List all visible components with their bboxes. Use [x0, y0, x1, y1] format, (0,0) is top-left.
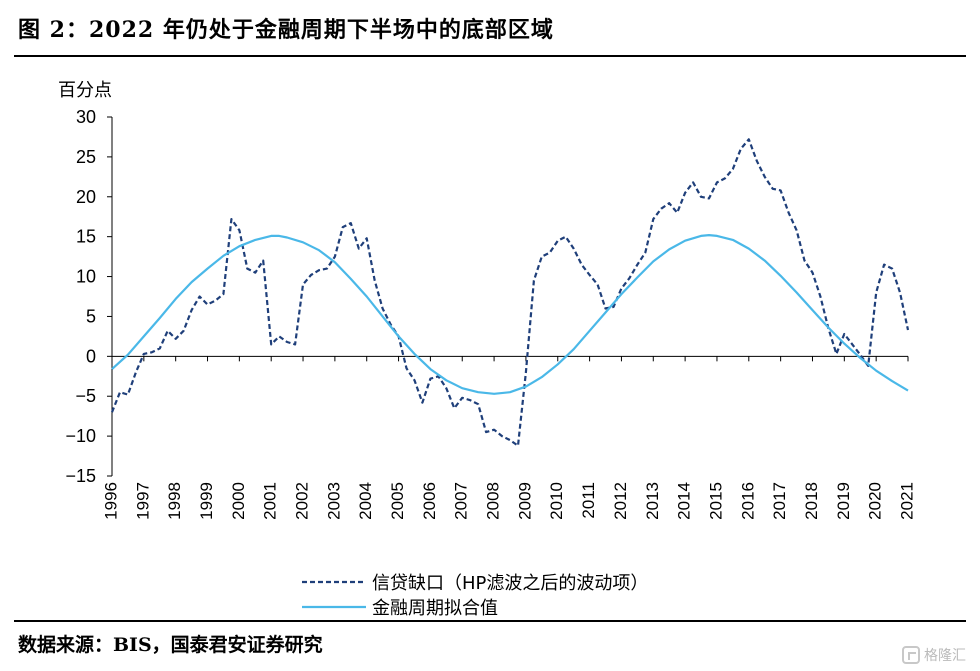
y-tick-label: 20 — [76, 187, 96, 207]
chart-title: 图 2：2022 年仍处于金融周期下半场中的底部区域 — [18, 17, 554, 43]
x-tick-label: 1998 — [165, 482, 184, 520]
x-tick-label: 2014 — [675, 482, 694, 520]
watermark-logo-icon — [902, 646, 920, 664]
watermark: 格隆汇 — [902, 645, 966, 665]
x-tick-label: 2012 — [611, 482, 630, 520]
y-tick-label: −5 — [75, 386, 96, 406]
x-tick-label: 2009 — [515, 482, 534, 520]
y-axis-unit-label: 百分点 — [58, 80, 112, 101]
x-tick-label: 2003 — [324, 482, 343, 520]
y-tick-label: 10 — [76, 267, 96, 287]
y-tick-label: −10 — [65, 426, 96, 446]
x-tick-label: 2005 — [388, 482, 407, 520]
x-tick-label: 2001 — [261, 482, 280, 520]
chart-legend: 信贷缺口（HP滤波之后的波动项） 金融周期拟合值 — [302, 573, 648, 619]
x-tick-label: 1996 — [101, 482, 120, 520]
x-tick-label: 2008 — [484, 482, 503, 520]
series-financial-cycle-line — [111, 234, 909, 395]
series-layer — [110, 138, 910, 447]
x-tick-label: 2006 — [420, 482, 439, 520]
y-tick-label: −15 — [65, 466, 96, 486]
x-tick-label: 1997 — [133, 482, 152, 520]
x-tick-label: 2010 — [547, 482, 566, 520]
y-tick-label: 15 — [76, 227, 96, 247]
source-divider — [14, 620, 966, 622]
chart-axes: −15 −10 −5 0 5 10 15 20 25 30 1996 1997 1998 1999 2000… — [65, 107, 916, 520]
x-tick-label: 2007 — [452, 482, 471, 520]
x-tick-label: 2004 — [356, 482, 375, 520]
x-tick-label: 2000 — [229, 482, 248, 520]
x-tick-label: 2017 — [770, 482, 789, 520]
y-tick-label: 25 — [76, 147, 96, 167]
legend-label: 信贷缺口（HP滤波之后的波动项） — [372, 573, 648, 594]
series-credit-gap-line — [110, 138, 910, 447]
x-tick-label: 2016 — [738, 482, 757, 520]
x-tick-label: 2002 — [293, 482, 312, 520]
y-tick-label: 5 — [86, 306, 96, 326]
x-tick-label: 2020 — [866, 482, 885, 520]
data-source-note: 数据来源：BIS，国泰君安证券研究 — [18, 634, 323, 656]
y-tick-label: 30 — [76, 107, 96, 127]
x-tick-label: 1999 — [197, 482, 216, 520]
line-chart: −15 −10 −5 0 5 10 15 20 25 30 1996 1997 1998 1999 2000… — [65, 107, 916, 619]
title-divider — [14, 55, 966, 57]
x-tick-label: 2011 — [579, 482, 598, 519]
x-tick-label: 2021 — [897, 482, 916, 520]
y-tick-label: 0 — [86, 346, 96, 366]
legend-label: 金融周期拟合值 — [372, 598, 498, 619]
x-tick-label: 2018 — [802, 482, 821, 520]
x-tick-label: 2019 — [834, 482, 853, 520]
x-tick-label: 2013 — [643, 482, 662, 520]
watermark-text: 格隆汇 — [924, 648, 966, 664]
x-tick-label: 2015 — [706, 482, 725, 520]
